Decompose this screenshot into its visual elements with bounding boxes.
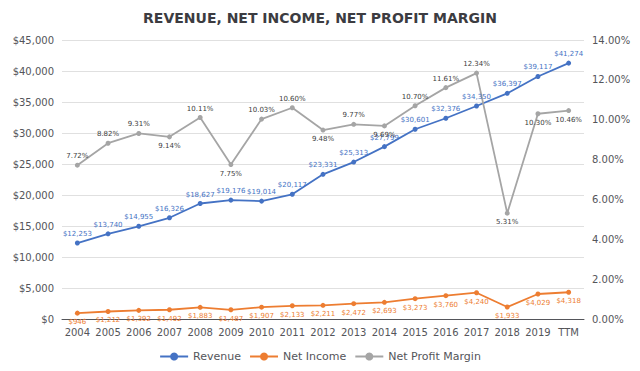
- svg-text:$41,274: $41,274: [554, 50, 583, 58]
- svg-text:Net Profit Margin: Net Profit Margin: [388, 350, 481, 363]
- svg-text:$45,000: $45,000: [13, 35, 54, 46]
- svg-text:11.61%: 11.61%: [432, 75, 459, 83]
- svg-text:10.11%: 10.11%: [187, 105, 214, 113]
- svg-text:$13,740: $13,740: [94, 221, 123, 229]
- svg-text:2017: 2017: [464, 327, 489, 338]
- svg-text:$2,133: $2,133: [280, 311, 305, 319]
- svg-text:10.46%: 10.46%: [555, 116, 582, 124]
- svg-text:4.00%: 4.00%: [592, 234, 624, 245]
- svg-text:9.31%: 9.31%: [128, 120, 151, 128]
- svg-text:$23,331: $23,331: [309, 161, 338, 169]
- svg-text:0.00%: 0.00%: [592, 314, 624, 325]
- svg-text:Net Income: Net Income: [283, 350, 347, 363]
- svg-text:$10,000: $10,000: [13, 252, 54, 263]
- svg-text:$14,955: $14,955: [124, 213, 153, 221]
- svg-text:$25,313: $25,313: [339, 149, 368, 157]
- svg-text:$1,883: $1,883: [188, 312, 213, 320]
- svg-text:12.34%: 12.34%: [463, 60, 490, 68]
- svg-text:$20,000: $20,000: [13, 190, 54, 201]
- svg-text:5.31%: 5.31%: [496, 218, 519, 226]
- svg-text:$34,350: $34,350: [462, 93, 491, 101]
- svg-text:7.72%: 7.72%: [66, 152, 89, 160]
- svg-text:7.75%: 7.75%: [220, 170, 243, 178]
- svg-text:2008: 2008: [187, 327, 212, 338]
- svg-text:$1,492: $1,492: [157, 315, 182, 323]
- svg-text:14.00%: 14.00%: [592, 35, 630, 46]
- svg-text:10.30%: 10.30%: [525, 119, 552, 127]
- svg-text:2010: 2010: [249, 327, 274, 338]
- svg-text:12.00%: 12.00%: [592, 74, 630, 85]
- svg-text:2011: 2011: [280, 327, 305, 338]
- svg-text:$30,601: $30,601: [401, 116, 430, 124]
- svg-text:10.00%: 10.00%: [592, 114, 630, 125]
- svg-text:$30,000: $30,000: [13, 128, 54, 139]
- svg-text:$5,000: $5,000: [19, 283, 54, 294]
- svg-text:$15,000: $15,000: [13, 221, 54, 232]
- svg-text:$32,376: $32,376: [431, 105, 460, 113]
- svg-text:$1,933: $1,933: [495, 312, 520, 320]
- svg-text:2.00%: 2.00%: [592, 274, 624, 285]
- svg-text:9.48%: 9.48%: [312, 135, 335, 143]
- svg-text:2014: 2014: [372, 327, 397, 338]
- svg-text:$40,000: $40,000: [13, 66, 54, 77]
- svg-text:2016: 2016: [433, 327, 458, 338]
- svg-text:$12,253: $12,253: [63, 230, 92, 238]
- svg-text:$3,273: $3,273: [403, 304, 428, 312]
- svg-text:$3,760: $3,760: [434, 301, 459, 309]
- svg-text:2009: 2009: [218, 327, 243, 338]
- svg-text:$0: $0: [41, 314, 54, 325]
- svg-text:$1,907: $1,907: [249, 312, 274, 320]
- svg-text:$2,211: $2,211: [311, 310, 336, 318]
- svg-text:2007: 2007: [157, 327, 182, 338]
- svg-text:$19,176: $19,176: [216, 187, 245, 195]
- svg-text:$2,472: $2,472: [341, 309, 366, 317]
- svg-text:$25,000: $25,000: [13, 159, 54, 170]
- svg-text:2015: 2015: [402, 327, 427, 338]
- svg-text:2013: 2013: [341, 327, 366, 338]
- svg-text:$4,240: $4,240: [464, 298, 489, 306]
- svg-text:$4,318: $4,318: [556, 297, 581, 305]
- svg-text:$1,392: $1,392: [127, 315, 152, 323]
- svg-text:2004: 2004: [65, 327, 90, 338]
- svg-text:6.00%: 6.00%: [592, 194, 624, 205]
- svg-text:$36,397: $36,397: [493, 80, 522, 88]
- svg-text:9.77%: 9.77%: [343, 111, 366, 119]
- svg-text:2018: 2018: [495, 327, 520, 338]
- svg-text:$39,117: $39,117: [523, 63, 552, 71]
- svg-text:9.14%: 9.14%: [158, 142, 181, 150]
- svg-text:$1,487: $1,487: [219, 315, 244, 323]
- svg-text:$1,212: $1,212: [96, 316, 121, 324]
- svg-text:$2,693: $2,693: [372, 307, 397, 315]
- svg-text:10.70%: 10.70%: [402, 93, 429, 101]
- svg-text:2019: 2019: [525, 327, 550, 338]
- svg-text:$20,117: $20,117: [278, 181, 307, 189]
- svg-text:10.03%: 10.03%: [248, 106, 275, 114]
- svg-text:TTM: TTM: [557, 327, 579, 338]
- svg-text:REVENUE, NET INCOME, NET PROFI: REVENUE, NET INCOME, NET PROFIT MARGIN: [143, 10, 497, 26]
- svg-text:$946: $946: [68, 318, 86, 326]
- svg-text:8.00%: 8.00%: [592, 154, 624, 165]
- svg-text:8.82%: 8.82%: [97, 130, 120, 138]
- svg-text:$35,000: $35,000: [13, 97, 54, 108]
- svg-text:$18,627: $18,627: [186, 191, 215, 199]
- svg-text:$16,326: $16,326: [155, 205, 184, 213]
- svg-text:$4,029: $4,029: [526, 299, 551, 307]
- svg-text:Revenue: Revenue: [193, 350, 241, 363]
- svg-text:9.69%: 9.69%: [373, 131, 396, 139]
- svg-text:2012: 2012: [310, 327, 335, 338]
- svg-text:10.60%: 10.60%: [279, 95, 306, 103]
- svg-text:2005: 2005: [95, 327, 120, 338]
- svg-text:2006: 2006: [126, 327, 151, 338]
- svg-text:$19,014: $19,014: [247, 188, 276, 196]
